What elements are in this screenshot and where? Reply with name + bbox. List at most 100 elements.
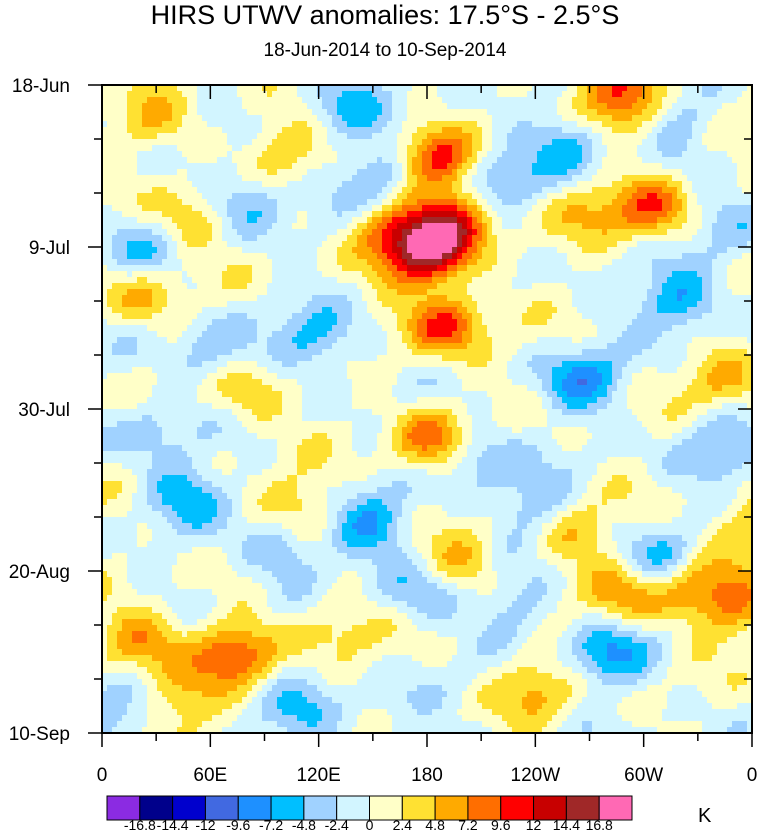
heatmap-cell <box>317 223 323 230</box>
heatmap-cell <box>252 289 258 296</box>
heatmap-cell <box>332 289 338 296</box>
heatmap-cell <box>257 301 263 308</box>
heatmap-cell <box>302 295 308 302</box>
heatmap-cell <box>502 283 508 290</box>
heatmap-cell <box>107 217 113 224</box>
heatmap-cell <box>292 85 298 92</box>
heatmap-cell <box>592 139 598 146</box>
heatmap-cell <box>152 259 158 266</box>
heatmap-cell <box>237 127 243 134</box>
heatmap-cell <box>647 205 653 212</box>
heatmap-cell <box>692 307 698 314</box>
heatmap-cell <box>727 187 733 194</box>
heatmap-cell <box>172 115 178 122</box>
heatmap-cell <box>207 217 213 224</box>
heatmap-cell <box>242 265 248 272</box>
heatmap-cell <box>167 175 173 182</box>
heatmap-cell <box>117 175 123 182</box>
heatmap-cell <box>652 157 658 164</box>
heatmap-cell <box>602 145 608 152</box>
heatmap-cell <box>142 265 148 272</box>
heatmap-cell <box>372 181 378 188</box>
heatmap-cell <box>562 301 568 308</box>
heatmap-cell <box>382 175 388 182</box>
heatmap-cell <box>247 109 253 116</box>
heatmap-cell <box>637 265 643 272</box>
heatmap-cell <box>412 169 418 176</box>
heatmap-cell <box>482 151 488 158</box>
heatmap-cell <box>467 175 473 182</box>
heatmap-cell <box>642 301 648 308</box>
heatmap-cell <box>362 121 368 128</box>
heatmap-cell <box>602 127 608 134</box>
heatmap-cell <box>162 277 168 284</box>
heatmap-cell <box>497 289 503 296</box>
heatmap-cell <box>157 301 163 308</box>
heatmap-cell <box>712 199 718 206</box>
heatmap-cell <box>417 175 423 182</box>
heatmap-cell <box>477 175 483 182</box>
heatmap-cell <box>192 253 198 260</box>
heatmap-cell <box>747 271 752 278</box>
heatmap-cell <box>112 205 118 212</box>
heatmap-cell <box>312 103 318 110</box>
heatmap-cell <box>512 301 518 308</box>
heatmap-cell <box>137 223 143 230</box>
heatmap-cell <box>637 85 643 92</box>
heatmap-cell <box>362 133 368 140</box>
heatmap-cell <box>722 169 728 176</box>
heatmap-cell <box>662 283 668 290</box>
heatmap-cell <box>437 157 443 164</box>
heatmap-cell <box>732 151 738 158</box>
heatmap-cell <box>597 103 603 110</box>
heatmap-cell <box>612 163 618 170</box>
heatmap-cell <box>592 271 598 278</box>
heatmap-cell <box>617 181 623 188</box>
heatmap-cell <box>387 115 393 122</box>
heatmap-cell <box>532 145 538 152</box>
heatmap-cell <box>167 169 173 176</box>
heatmap-cell <box>667 187 673 194</box>
heatmap-cell <box>497 211 503 218</box>
heatmap-cell <box>372 253 378 260</box>
heatmap-cell <box>672 253 678 260</box>
heatmap-cell <box>452 103 458 110</box>
heatmap-cell <box>697 175 703 182</box>
heatmap-cell <box>562 217 568 224</box>
heatmap-cell <box>397 283 403 290</box>
heatmap-cell <box>262 259 268 266</box>
heatmap-cell <box>447 205 453 212</box>
heatmap-cell <box>312 253 318 260</box>
heatmap-cell <box>387 187 393 194</box>
heatmap-cell <box>232 193 238 200</box>
heatmap-cell <box>597 139 603 146</box>
heatmap-cell <box>482 199 488 206</box>
heatmap-cell <box>582 157 588 164</box>
heatmap-cell <box>692 235 698 242</box>
heatmap-cell <box>427 115 433 122</box>
heatmap-cell <box>187 139 193 146</box>
heatmap-cell <box>322 235 328 242</box>
heatmap-cell <box>607 217 613 224</box>
heatmap-cell <box>107 121 113 128</box>
heatmap-cell <box>392 127 398 134</box>
heatmap-cell <box>327 175 333 182</box>
heatmap-cell <box>562 211 568 218</box>
heatmap-cell <box>307 283 313 290</box>
heatmap-cell <box>462 301 468 308</box>
heatmap-cell <box>627 289 633 296</box>
heatmap-cell <box>432 103 438 110</box>
heatmap-cell <box>567 295 573 302</box>
heatmap-cell <box>282 235 288 242</box>
heatmap-cell <box>657 205 663 212</box>
heatmap-cell <box>222 199 228 206</box>
heatmap-cell <box>487 217 493 224</box>
heatmap-cell <box>677 259 683 266</box>
heatmap-cell <box>222 265 228 272</box>
heatmap-cell <box>132 97 138 104</box>
heatmap-cell <box>557 295 563 302</box>
heatmap-cell <box>517 163 523 170</box>
heatmap-cell <box>697 253 703 260</box>
heatmap-cell <box>427 121 433 128</box>
heatmap-cell <box>187 235 193 242</box>
